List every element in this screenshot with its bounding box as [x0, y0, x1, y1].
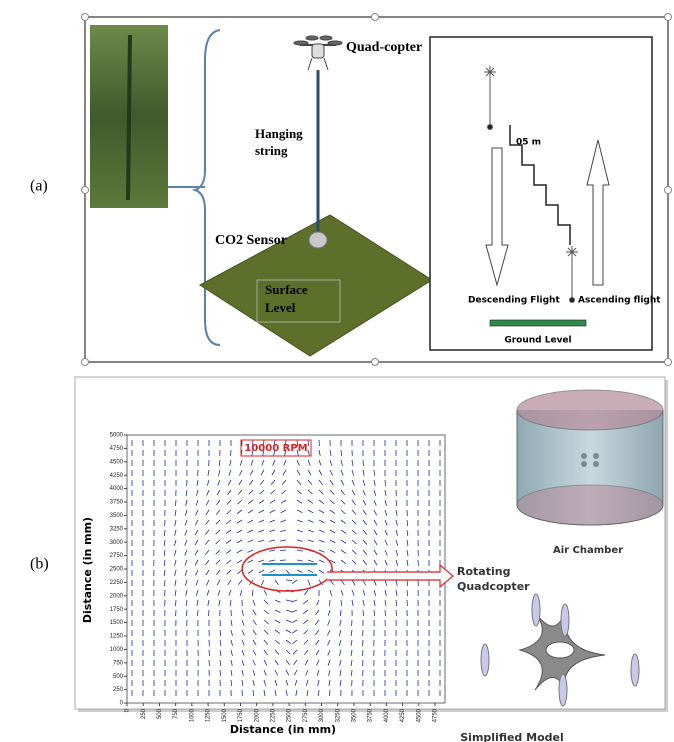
vector-arrow [208, 610, 209, 616]
x-tick-label: 3750 [368, 708, 374, 722]
x-tick-label: 500 [157, 708, 163, 719]
x-tick-label: 250 [141, 708, 147, 719]
y-tick-label: 2750 [110, 553, 124, 559]
descending-label: Descending Flight [468, 296, 560, 306]
figure: (a) Surface Level Quad-copter Hanging st… [0, 0, 674, 742]
y-tick-label: 3250 [110, 526, 124, 532]
surface-label: Level [265, 300, 296, 315]
x-axis-label: Distance (in mm) [230, 723, 336, 736]
x-tick-label: 1000 [189, 708, 195, 722]
string-label: string [255, 143, 288, 158]
y-tick-label: 250 [113, 687, 124, 693]
sensor-label: CO2 Sensor [215, 233, 287, 248]
plot-title: 10000 RPM [244, 443, 307, 454]
ground-bar [490, 320, 586, 326]
vector-arrow [362, 640, 363, 646]
step-label: 05 m [516, 138, 541, 148]
quadcopter-label: Quad-copter [346, 40, 422, 55]
vector-arrow [186, 610, 187, 616]
y-tick-label: 4250 [110, 473, 124, 479]
y-tick-label: 2250 [110, 580, 124, 586]
x-tick-label: 1750 [238, 708, 244, 722]
y-tick-label: 4500 [110, 459, 124, 465]
ground-label: Ground Level [504, 336, 571, 346]
vector-arrow [363, 610, 364, 616]
chamber-label: Air Chamber [553, 545, 623, 556]
panel-label: (b) [30, 556, 49, 573]
x-tick-label: 3250 [335, 708, 341, 722]
y-tick-label: 2500 [110, 567, 124, 573]
rotating-label: Rotating [457, 565, 510, 578]
y-tick-label: 1250 [110, 634, 124, 640]
x-tick-label: 4250 [400, 708, 406, 722]
quadcopter-icon [294, 36, 342, 70]
y-tick-label: 1500 [110, 620, 124, 626]
y-tick-label: 5000 [110, 433, 124, 439]
x-tick-label: 3500 [352, 708, 358, 722]
vector-arrow [340, 610, 341, 616]
y-tick-label: 1000 [110, 647, 124, 653]
x-tick-label: 4500 [416, 708, 422, 722]
y-tick-label: 3000 [110, 540, 124, 546]
page: {"panel_a": {"label": "(a)", "quadcopter… [0, 0, 674, 742]
panel-label: (a) [30, 178, 48, 195]
vector-plot: 10000 RPM0250500750100012501500175020002… [110, 433, 453, 723]
x-tick-label: 3000 [319, 708, 325, 722]
x-tick-label: 750 [173, 708, 179, 719]
y-tick-label: 3500 [110, 513, 124, 519]
y-axis-label: Distance (in mm) [81, 517, 94, 623]
y-tick-label: 4750 [110, 446, 124, 452]
x-tick-label: 2250 [270, 708, 276, 722]
y-tick-label: 500 [113, 674, 124, 680]
x-tick-label: 2000 [254, 708, 260, 722]
x-tick-label: 4000 [384, 708, 390, 722]
vector-arrow [209, 650, 210, 656]
y-tick-label: 1750 [110, 607, 124, 613]
vector-arrow [362, 660, 363, 666]
vector-arrow [329, 690, 330, 696]
y-tick-label: 750 [113, 660, 124, 666]
plot-area [127, 435, 445, 703]
vector-arrow [385, 480, 386, 486]
x-tick-label: 1500 [222, 708, 228, 722]
vector-arrow [164, 590, 165, 596]
air-chamber [517, 390, 663, 525]
y-tick-label: 3750 [110, 500, 124, 506]
tree-trunk [128, 35, 130, 200]
y-tick-label: 4000 [110, 486, 124, 492]
model-label: Simplified Model [460, 731, 564, 742]
x-tick-label: 4750 [433, 708, 439, 722]
string-label: Hanging [255, 126, 303, 141]
x-tick-label: 1250 [206, 708, 212, 722]
x-tick-label: 2750 [303, 708, 309, 722]
co2-sensor [309, 232, 327, 248]
brace [168, 30, 220, 345]
rotating-label: Quadcopter [457, 580, 530, 593]
x-tick-label: 2500 [287, 708, 293, 722]
y-tick-label: 2000 [110, 593, 124, 599]
ascending-label: Ascending flight [578, 296, 661, 306]
surface-label: Surface [265, 282, 308, 297]
